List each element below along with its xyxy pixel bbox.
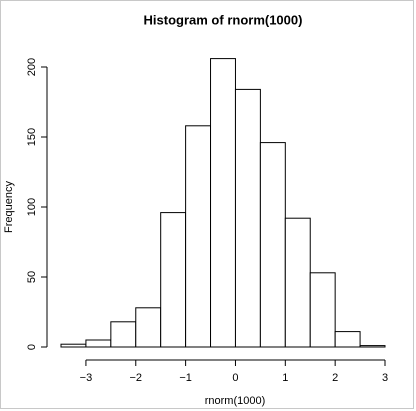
bar [85,339,112,348]
bar [334,331,361,348]
bar [135,307,162,348]
y-tick-label: 0 [26,344,38,350]
x-axis-label: rnorm(1000) [205,395,266,407]
x-tick-label: −3 [80,372,93,384]
bar [284,217,311,348]
chart-title: Histogram of rnorm(1000) [144,12,303,27]
x-tick-label: 1 [282,372,288,384]
y-tick-label: 200 [26,58,38,76]
bar [234,88,261,348]
bar [110,321,137,348]
bar [309,272,336,348]
x-tick-label: −2 [129,372,142,384]
y-tick-label: 50 [26,271,38,283]
x-tick-label: 3 [382,372,388,384]
y-tick-label: 100 [26,198,38,216]
bar [259,142,286,348]
bar [160,212,187,348]
bar [60,343,87,348]
bar [210,58,236,348]
x-tick-label: −1 [179,372,192,384]
bar [185,125,212,348]
y-axis-label: Frequency [3,181,15,233]
x-tick-label: 2 [332,372,338,384]
bar [359,345,386,348]
x-tick-label: 0 [232,372,238,384]
y-tick-label: 150 [26,128,38,146]
